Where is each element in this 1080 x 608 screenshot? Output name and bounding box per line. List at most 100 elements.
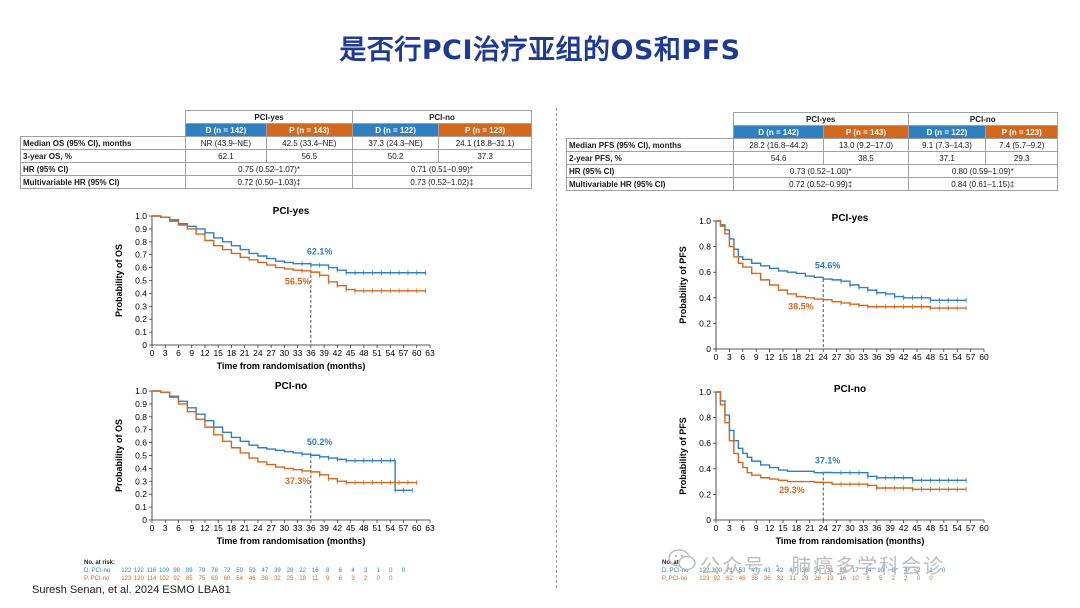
- table-row-label: Median PFS (95% CI), months: [566, 138, 734, 152]
- risk-count: 34: [814, 568, 821, 574]
- x-tick-label: 42: [899, 523, 909, 533]
- risk-count: 8: [891, 568, 895, 574]
- risk-count: 3: [363, 568, 368, 574]
- risk-count: 0: [929, 576, 933, 582]
- x-tick-label: 54: [952, 523, 962, 533]
- x-tick-label: 33: [293, 348, 303, 358]
- x-tick-label: 30: [845, 352, 855, 362]
- km-curve-D: [716, 220, 967, 302]
- risk-count: 47: [261, 568, 269, 574]
- x-axis-label: Time from randomisation (months): [217, 536, 366, 546]
- table-arm-row: D (n = 142) P (n = 143) D (n = 122) P (n = …: [567, 125, 1058, 139]
- wechat-icon: [668, 549, 696, 571]
- risk-count: 0: [376, 576, 380, 582]
- os-results-table: PCI-yes PCI-no D (n = 142) P (n = 143) D (n …: [19, 110, 533, 189]
- x-tick-label: 3: [163, 348, 168, 358]
- x-tick-label: 36: [306, 348, 316, 358]
- x-tick-label: 63: [425, 348, 435, 358]
- x-tick-label: 18: [227, 348, 237, 358]
- km-curve-D: [152, 390, 413, 492]
- table-cell: 37.1: [907, 151, 987, 165]
- landmark-label: 50.2%: [307, 437, 333, 447]
- risk-count: 43: [763, 568, 771, 574]
- risk-count: 122: [699, 568, 710, 574]
- pfs-results-table: PCI-yes PCI-no D (n = 142) P (n = 143) D (n …: [566, 112, 1059, 191]
- y-tick-label: 0: [142, 340, 147, 350]
- x-tick-label: 33: [293, 523, 303, 533]
- risk-row-label: P, PCI-no: [84, 576, 110, 582]
- risk-table-row: D, PCI-no 122 122 116 109 98 89 79 78 72 59 59 47 39 2…: [84, 567, 410, 575]
- x-tick-label: 9: [754, 352, 759, 362]
- x-tick-label: 30: [280, 523, 290, 533]
- y-tick-label: 0.5: [135, 451, 147, 461]
- risk-count: 10: [877, 568, 884, 574]
- table-cell: 56.5: [265, 149, 353, 163]
- risk-count: 116: [146, 568, 157, 574]
- x-tick-label: 54: [952, 352, 962, 362]
- y-tick-label: 0: [142, 515, 147, 525]
- x-tick-label: 60: [412, 523, 422, 533]
- table-arm-row: D (n = 142) P (n = 143) D (n = 122) P (n = …: [21, 123, 532, 137]
- table-group-header: PCI-yes: [185, 110, 353, 124]
- y-tick-label: 0.1: [135, 502, 147, 512]
- y-tick-label: 0.7: [135, 425, 147, 435]
- risk-count: 36: [801, 568, 809, 574]
- risk-count: 69: [211, 576, 218, 582]
- x-tick-label: 51: [939, 523, 949, 533]
- table-cell: 13.0 (9.2–17.0): [823, 138, 909, 152]
- x-tick-label: 30: [845, 523, 855, 533]
- risk-count: 89: [185, 568, 193, 574]
- table-cell: 54.6: [732, 151, 825, 165]
- risk-count: 59: [236, 568, 243, 574]
- risk-row-label: P, PCI-no: [662, 576, 688, 582]
- x-tick-label: 3: [163, 523, 168, 533]
- risk-count: 19: [826, 576, 834, 582]
- x-tick-label: 39: [885, 352, 895, 362]
- table-arm-header: D (n = 122): [351, 123, 440, 137]
- table-cell: 0.72 (0.52–0.99)‡: [732, 177, 909, 191]
- x-tick-label: 9: [189, 348, 194, 358]
- km-curve-P: [716, 220, 967, 309]
- y-tick-label: 1.0: [135, 386, 147, 396]
- landmark-label: 54.6%: [815, 260, 841, 270]
- risk-count: 0: [389, 576, 393, 582]
- y-tick-label: 0.6: [135, 438, 147, 448]
- table-cell: 29.3: [985, 151, 1058, 165]
- x-tick-label: 48: [926, 523, 936, 533]
- risk-count: 32: [274, 576, 281, 582]
- x-tick-label: 30: [280, 348, 290, 358]
- x-tick-label: 18: [792, 523, 802, 533]
- table-cell: 37.3: [438, 149, 532, 163]
- risk-table-row: P, PCI-no 123 120 114 102 92 85 75 69 60 54 46 36 32 2…: [84, 575, 410, 583]
- risk-count: 46: [248, 576, 256, 582]
- table-cell: 9.1 (7.3–14.3): [907, 138, 987, 152]
- x-tick-label: 21: [240, 348, 250, 358]
- watermark-text: 公众号 · 肺癌多学科会诊: [700, 554, 946, 578]
- x-tick-label: 45: [912, 352, 922, 362]
- x-tick-label: 42: [333, 523, 343, 533]
- x-tick-label: 12: [200, 348, 210, 358]
- x-tick-label: 54: [386, 523, 396, 533]
- risk-count: 25: [286, 576, 294, 582]
- x-tick-label: 51: [372, 523, 382, 533]
- risk-row-label: D, PCI-no: [662, 568, 689, 574]
- x-tick-label: 3: [727, 523, 732, 533]
- y-tick-label: 0: [706, 344, 711, 354]
- x-tick-label: 39: [319, 523, 329, 533]
- risk-count: 92: [173, 576, 181, 582]
- table-row: Multivariable HR (95% CI) 0.72 (0.50–1.03…: [19, 175, 533, 189]
- x-tick-label: 12: [200, 523, 210, 533]
- table-cell: 0.73 (0.52–1.02)‡: [351, 175, 533, 189]
- chart-title: PCI-yes: [273, 206, 310, 217]
- risk-count: 36: [261, 576, 269, 582]
- risk-count: 8: [866, 576, 870, 582]
- risk-count: 0: [941, 568, 946, 574]
- risk-count: 28: [286, 568, 294, 574]
- y-tick-label: 0.4: [135, 288, 147, 298]
- x-tick-label: 0: [150, 523, 155, 533]
- x-tick-label: 27: [266, 348, 276, 358]
- table-row: Multivariable HR (95% CI) 0.72 (0.52–0.99…: [566, 177, 1059, 191]
- table-corner: [21, 124, 186, 137]
- km-curve-P: [152, 390, 417, 484]
- risk-count: 0: [916, 576, 921, 582]
